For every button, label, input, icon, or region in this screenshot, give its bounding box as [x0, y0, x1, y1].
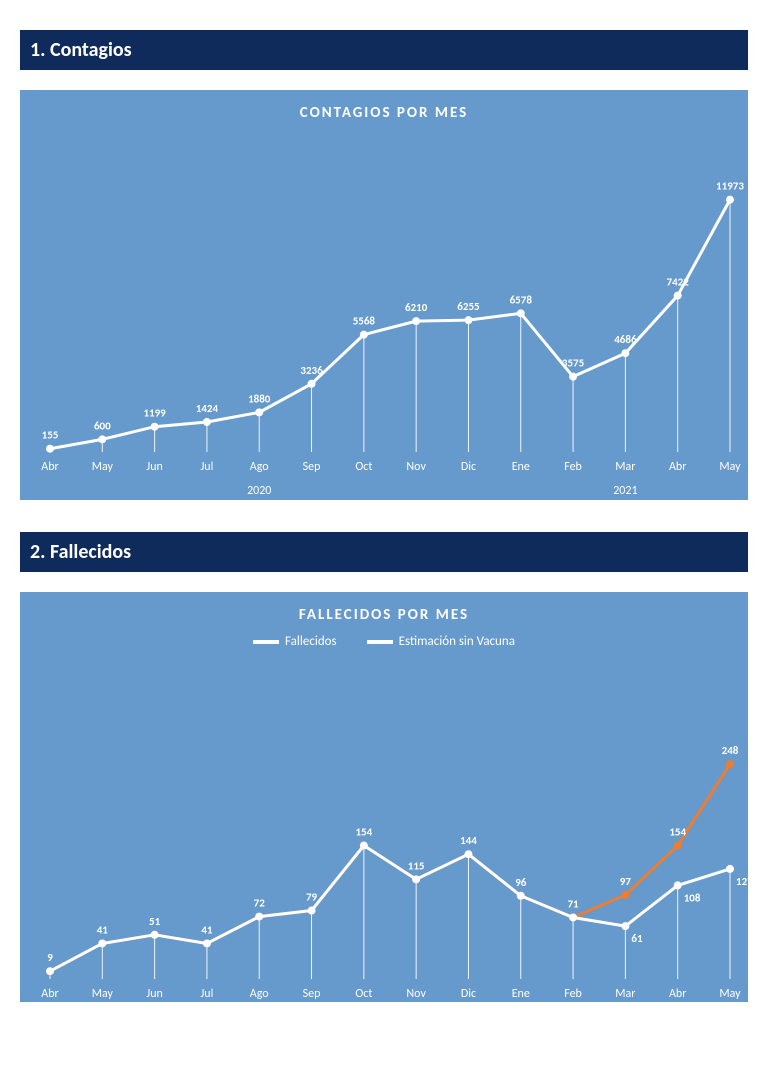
- svg-text:600: 600: [94, 419, 111, 432]
- fallecidos-chart-panel: FALLECIDOS POR MES Fallecidos Estimación …: [20, 592, 748, 1002]
- contagios-chart-panel: CONTAGIOS POR MES 155 600 1199 1424 1880 3236…: [20, 90, 748, 500]
- svg-text:51: 51: [149, 915, 161, 928]
- svg-text:41: 41: [201, 923, 213, 936]
- section-2-header: 2. Fallecidos: [20, 532, 748, 572]
- svg-text:Abr: Abr: [41, 460, 58, 474]
- svg-text:41: 41: [97, 923, 109, 936]
- svg-text:May: May: [719, 987, 741, 999]
- svg-text:5568: 5568: [353, 315, 376, 328]
- legend-item: Fallecidos: [253, 634, 337, 649]
- svg-text:79: 79: [306, 891, 318, 904]
- svg-text:May: May: [719, 460, 741, 474]
- svg-text:Feb: Feb: [564, 460, 582, 474]
- svg-text:Jun: Jun: [146, 987, 162, 999]
- legend-item: Estimación sin Vacuna: [367, 634, 515, 649]
- svg-text:6255: 6255: [457, 300, 480, 313]
- svg-text:Ago: Ago: [250, 460, 269, 474]
- fallecidos-legend: Fallecidos Estimación sin Vacuna: [20, 634, 748, 649]
- svg-text:Ago: Ago: [250, 987, 269, 999]
- svg-text:1880: 1880: [248, 392, 271, 405]
- fallecidos-chart-title: FALLECIDOS POR MES: [20, 592, 748, 624]
- svg-text:Jun: Jun: [146, 460, 162, 474]
- legend-swatch: [253, 640, 279, 644]
- svg-text:72: 72: [254, 897, 266, 910]
- svg-text:144: 144: [460, 834, 477, 847]
- svg-text:Sep: Sep: [303, 987, 321, 999]
- fallecidos-chart-svg: 9 41 51 41 72 79 154 115 144 96 71 97 154 248 61 108 127…: [20, 649, 748, 999]
- svg-text:61: 61: [631, 932, 643, 945]
- svg-text:11973: 11973: [716, 180, 744, 193]
- svg-text:Mar: Mar: [615, 460, 635, 474]
- svg-text:Jul: Jul: [200, 460, 213, 474]
- svg-text:7422: 7422: [667, 276, 690, 289]
- svg-text:May: May: [92, 987, 114, 999]
- svg-text:Abr: Abr: [41, 987, 58, 999]
- svg-text:Jul: Jul: [200, 987, 213, 999]
- svg-text:115: 115: [408, 859, 425, 872]
- legend-label: Fallecidos: [285, 634, 337, 649]
- svg-text:Abr: Abr: [669, 987, 686, 999]
- svg-text:96: 96: [515, 876, 527, 889]
- svg-text:Feb: Feb: [564, 987, 582, 999]
- section-1-header: 1. Contagios: [20, 30, 748, 70]
- svg-text:127: 127: [736, 875, 748, 888]
- svg-text:Dic: Dic: [461, 987, 476, 999]
- svg-text:154: 154: [669, 826, 686, 839]
- svg-text:97: 97: [620, 875, 632, 888]
- svg-text:154: 154: [355, 826, 372, 839]
- svg-text:Dic: Dic: [461, 460, 476, 474]
- svg-text:May: May: [92, 460, 114, 474]
- svg-text:2020: 2020: [247, 484, 271, 498]
- svg-text:1424: 1424: [196, 402, 219, 415]
- svg-text:6578: 6578: [510, 293, 533, 306]
- svg-text:6210: 6210: [405, 301, 428, 314]
- svg-text:248: 248: [722, 744, 739, 757]
- svg-text:Ene: Ene: [512, 987, 530, 999]
- svg-text:Sep: Sep: [303, 460, 321, 474]
- svg-text:108: 108: [684, 891, 701, 904]
- contagios-chart-title: CONTAGIOS POR MES: [20, 90, 748, 122]
- svg-text:1199: 1199: [143, 407, 166, 420]
- svg-text:9: 9: [47, 951, 53, 964]
- svg-text:Mar: Mar: [615, 987, 635, 999]
- svg-text:71: 71: [567, 897, 579, 910]
- svg-text:Abr: Abr: [669, 460, 686, 474]
- svg-text:Nov: Nov: [406, 987, 426, 999]
- svg-text:3575: 3575: [562, 357, 585, 370]
- svg-text:Oct: Oct: [355, 987, 372, 999]
- svg-text:Ene: Ene: [512, 460, 530, 474]
- legend-label: Estimación sin Vacuna: [399, 634, 515, 649]
- contagios-chart-svg: 155 600 1199 1424 1880 3236 5568 6210 6255 6578 35…: [20, 122, 748, 502]
- svg-text:2021: 2021: [613, 484, 637, 498]
- svg-text:155: 155: [42, 429, 59, 442]
- legend-swatch: [367, 640, 393, 644]
- svg-text:Oct: Oct: [355, 460, 372, 474]
- svg-text:4686: 4686: [614, 333, 637, 346]
- svg-text:Nov: Nov: [406, 460, 426, 474]
- svg-text:3236: 3236: [300, 364, 323, 377]
